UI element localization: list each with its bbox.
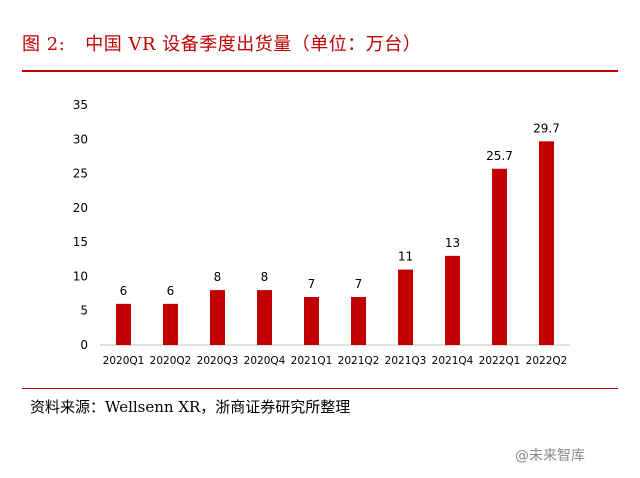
figure-title-text: 中国 VR 设备季度出货量（单位：万台） <box>85 34 422 55</box>
y-tick-label: 0 <box>80 338 88 352</box>
x-tick-label: 2021Q1 <box>291 355 333 367</box>
data-label: 13 <box>445 236 460 250</box>
y-tick-label: 35 <box>73 98 88 112</box>
x-tick-label: 2020Q3 <box>197 355 239 367</box>
bar <box>304 297 319 345</box>
y-tick-label: 25 <box>73 167 88 181</box>
figure-number: 图 2: <box>22 34 66 55</box>
x-tick-label: 2020Q1 <box>103 355 145 367</box>
data-label: 25.7 <box>486 149 513 163</box>
source-note: 资料来源：Wellsenn XR，浙商证券研究所整理 <box>30 398 351 416</box>
bar <box>492 168 507 345</box>
bar <box>257 290 272 345</box>
y-tick-label: 10 <box>73 269 88 283</box>
data-label: 7 <box>355 277 363 291</box>
data-label: 29.7 <box>533 121 560 135</box>
bar <box>351 297 366 345</box>
figure-title: 图 2: 中国 VR 设备季度出货量（单位：万台） <box>22 30 421 56</box>
y-tick-label: 5 <box>80 304 88 318</box>
x-tick-label: 2020Q4 <box>244 355 286 367</box>
data-label: 6 <box>167 284 175 298</box>
bar <box>445 255 460 345</box>
y-tick-label: 20 <box>73 201 88 215</box>
x-tick-label: 2022Q1 <box>479 355 521 367</box>
bar <box>398 269 413 345</box>
bar <box>163 303 178 345</box>
data-label: 11 <box>398 250 413 264</box>
data-label: 7 <box>308 277 316 291</box>
x-tick-label: 2021Q2 <box>338 355 380 367</box>
source-rule <box>22 388 618 389</box>
bar <box>539 141 554 345</box>
bar <box>210 290 225 345</box>
data-label: 6 <box>120 284 128 298</box>
data-label: 8 <box>214 270 222 284</box>
x-tick-label: 2022Q2 <box>526 355 568 367</box>
x-tick-label: 2021Q3 <box>385 355 427 367</box>
watermark: @未来智库 <box>515 448 585 464</box>
bar <box>116 303 131 345</box>
y-tick-label: 30 <box>73 132 88 146</box>
x-tick-label: 2021Q4 <box>432 355 474 367</box>
x-tick-label: 2020Q2 <box>150 355 192 367</box>
y-tick-label: 15 <box>73 235 88 249</box>
data-label: 8 <box>261 270 269 284</box>
title-rule <box>22 70 618 72</box>
